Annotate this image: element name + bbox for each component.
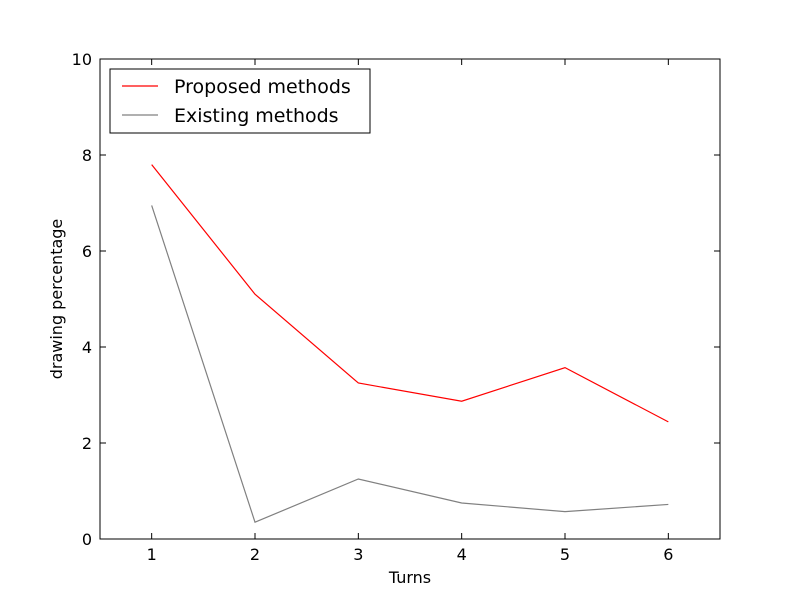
legend-box <box>109 68 371 134</box>
x-tick-label: 5 <box>560 545 570 564</box>
y-tick-label: 6 <box>82 242 92 261</box>
ticks-layer: 1 2 3 4 5 6 0 2 4 6 8 10 <box>72 50 720 564</box>
plot-frame <box>99 58 721 540</box>
y-tick-label: 2 <box>82 434 92 453</box>
y-tick-label: 4 <box>82 338 92 357</box>
x-tick-label: 1 <box>147 545 157 564</box>
series-layer <box>151 164 669 524</box>
x-tick-label: 6 <box>663 545 673 564</box>
x-tick-label: 2 <box>250 545 260 564</box>
y-tick-label: 8 <box>82 146 92 165</box>
x-axis-label: Turns <box>388 568 431 587</box>
legend-label-existing: Existing methods <box>174 105 339 127</box>
series-line-1 <box>151 205 669 524</box>
legend: Proposed methods Existing methods <box>109 68 371 134</box>
legend-label-proposed: Proposed methods <box>174 76 351 98</box>
y-tick-label: 0 <box>82 530 92 549</box>
y-axis-label: drawing percentage <box>47 219 66 380</box>
x-tick-label: 3 <box>353 545 363 564</box>
x-tick-label: 4 <box>457 545 467 564</box>
y-tick-label: 10 <box>72 50 92 69</box>
series-line-0 <box>151 164 669 423</box>
